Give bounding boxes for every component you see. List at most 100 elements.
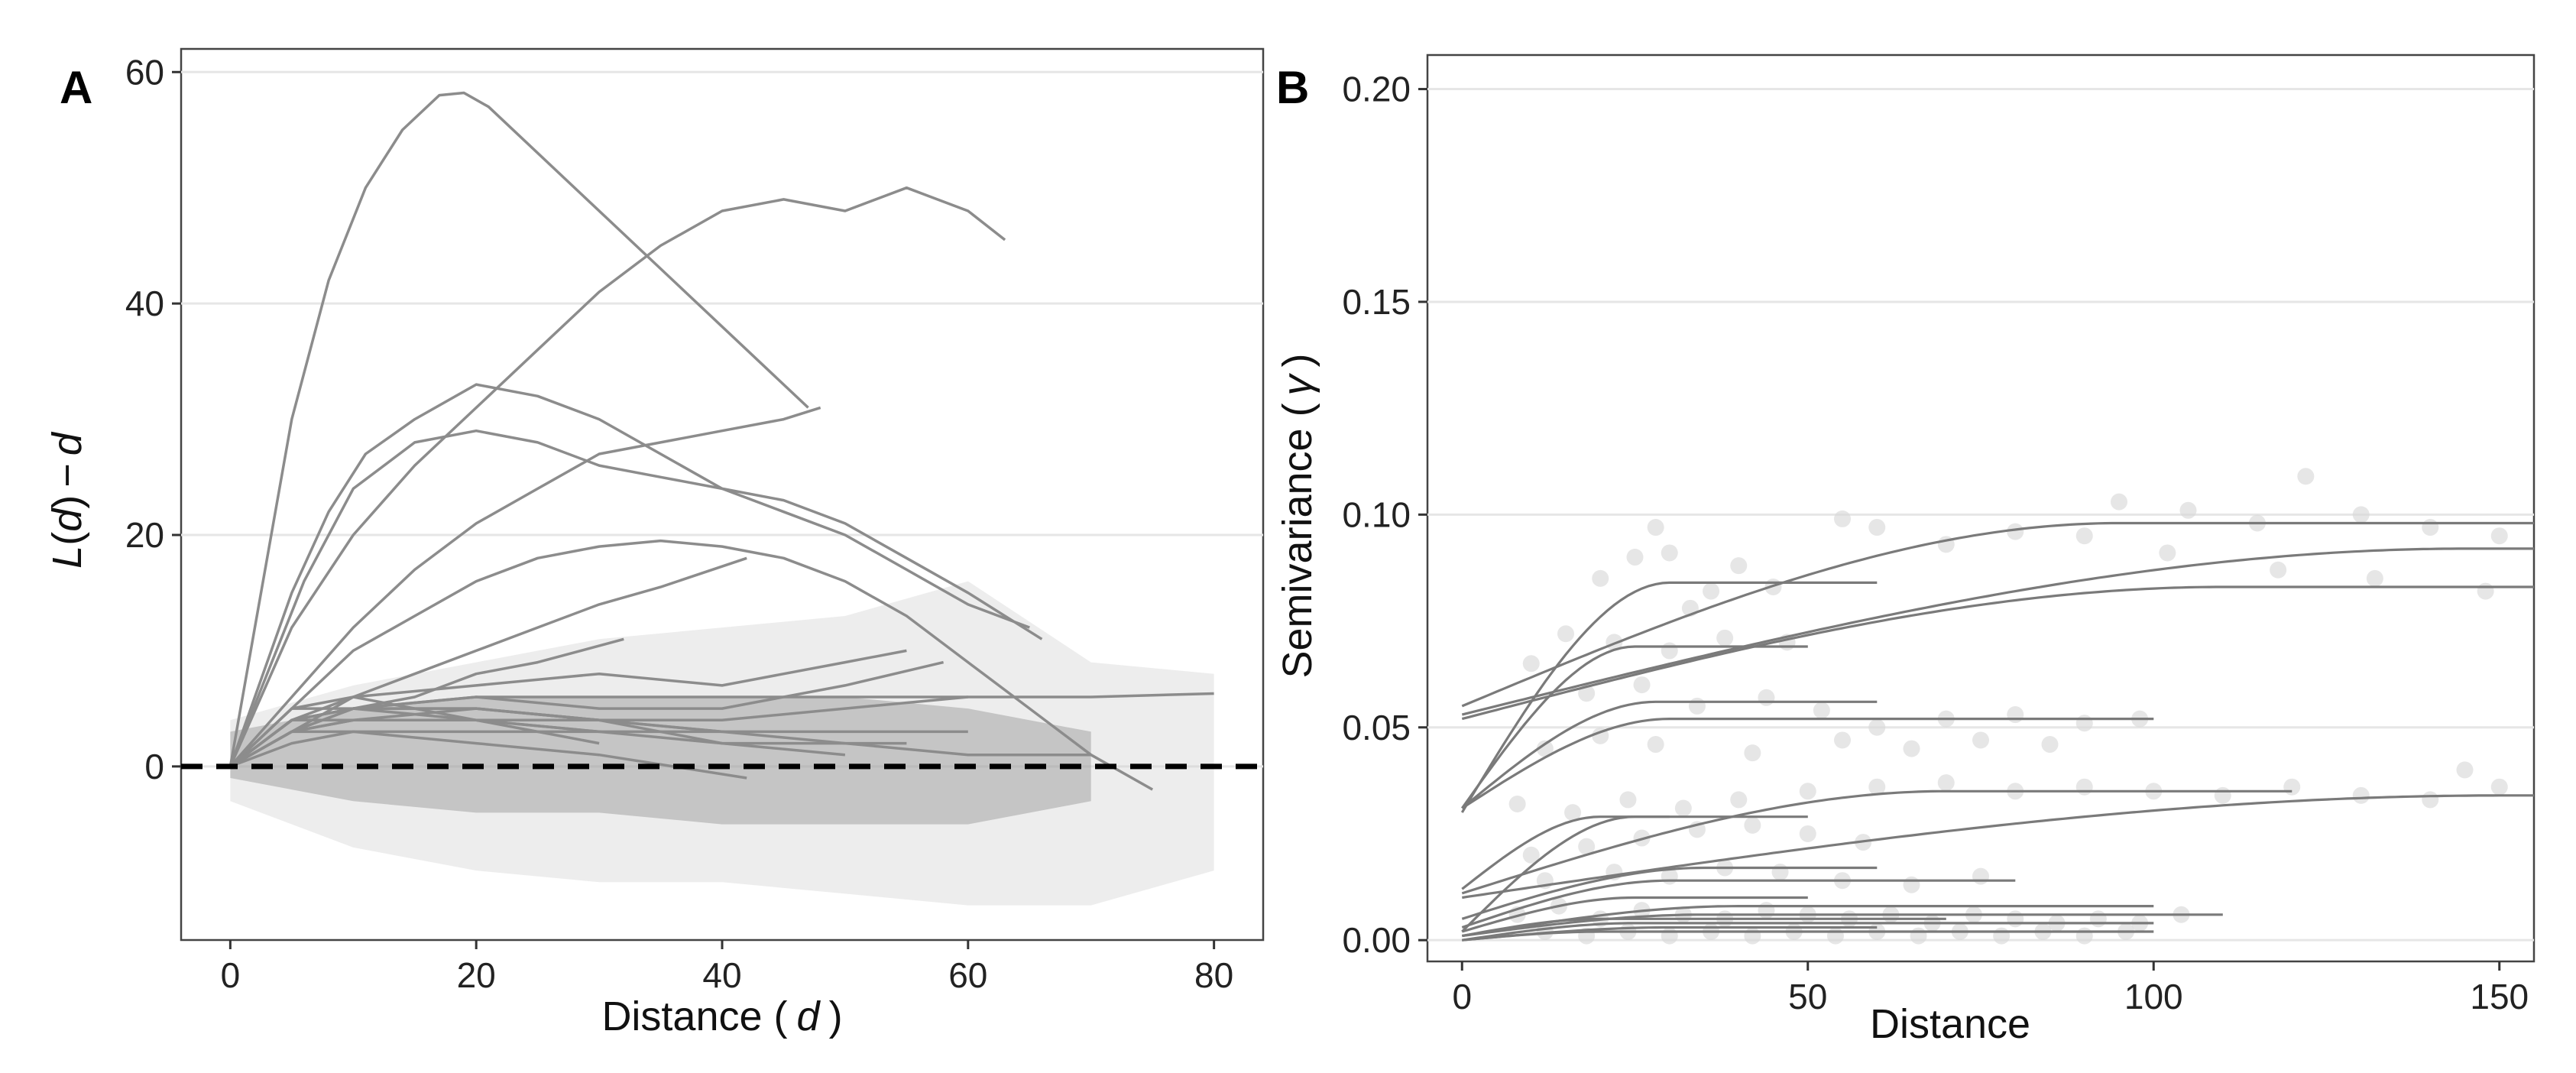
panel-b-empirical-point [1799, 825, 1816, 842]
panel-b-fitted-curves [1460, 521, 2534, 942]
panel-b-empirical-point [2270, 561, 2287, 579]
panel-a-ytick-label: 20 [125, 515, 164, 555]
panel-b-empirical-point [2075, 778, 2093, 796]
panel-b-xtick-label: 0 [1452, 977, 1472, 1016]
panel-b-empirical-point [1868, 718, 1886, 736]
panel-b-empirical-point [2159, 544, 2176, 562]
panel-b-empirical-point [1799, 783, 1816, 800]
panel-b-y-tick-labels: 0.00 0.05 0.10 0.15 0.20 [1342, 70, 1411, 961]
panel-b-empirical-point [1703, 582, 1720, 600]
panel-b-fitted-curve [1461, 789, 2292, 895]
panel-b-empirical-point [1716, 629, 1734, 647]
panel-a-series-line [229, 649, 907, 768]
panel-a-y-tick-labels: 0 20 40 60 [125, 52, 164, 786]
panel-b-x-axis-title: Distance [1870, 1001, 2030, 1047]
panel-b-letter: B [1276, 62, 1309, 113]
panel-b-fitted-curve [1461, 866, 1878, 920]
panel-a-series-line [229, 539, 1154, 791]
panel-a-series-line [229, 730, 747, 780]
panel-a-series-line [229, 730, 1091, 768]
panel-a-ylabel-open: ( [44, 532, 90, 546]
panel-b-empirical-point [2007, 706, 2024, 724]
panel-a-xtick-label: 0 [221, 955, 241, 995]
panel-a-series-line [228, 91, 809, 767]
panel-a-ylabel-var2: d [44, 431, 90, 455]
panel-b-empirical-point [2007, 910, 2024, 928]
panel-b-empirical-point [2422, 519, 2439, 536]
panel-b-empirical-point [2179, 501, 2197, 519]
panel-a-xtick-label: 40 [702, 955, 741, 995]
panel-b-fitted-curve [1461, 896, 1808, 933]
panel-a-axis-ticks [172, 70, 1216, 949]
panel-a-series-group [228, 91, 1214, 791]
panel-a-x-axis-title: Distance (d) [601, 994, 842, 1039]
panel-b-fitted-curve [1461, 717, 2154, 809]
panel-b-empirical-point [2075, 927, 2093, 945]
panel-b-fitted-curve [1460, 581, 1878, 813]
panel-b-empirical-point [1674, 799, 1692, 817]
panel-a-ylabel-close: ) [44, 495, 90, 509]
panel-b-xtick-label: 150 [2470, 977, 2529, 1016]
panel-a-letter: A [60, 62, 92, 113]
panel-b-empirical-point [1903, 876, 1920, 893]
panel-b-fitted-curve [1460, 645, 1808, 809]
panel-b-empirical-point [2490, 527, 2508, 545]
panel-b-empirical-point [1633, 676, 1651, 694]
panel-b-empirical-point [1868, 519, 1886, 536]
panel-b-empirical-point [1993, 927, 2011, 945]
panel-b-empirical-point [2477, 582, 2494, 600]
panel-a-xlabel-close: ) [829, 994, 843, 1039]
panel-a-ytick-label: 60 [125, 52, 164, 92]
panel-b-empirical-point [2089, 910, 2107, 928]
panel-b-xtick-label: 50 [1788, 977, 1827, 1016]
panel-b-empirical-point [1522, 655, 1540, 673]
panel-b-empirical-point [2007, 523, 2024, 540]
panel-b-empirical-point [1688, 697, 1706, 715]
panel-a-xtick-label: 80 [1194, 955, 1233, 995]
panel-b-empirical-point [1578, 685, 1596, 702]
panel-b-fitted-curve [1462, 917, 1946, 938]
panel-a-series-line [228, 383, 1043, 767]
panel-b-empirical-point [1826, 927, 1844, 945]
panel-b-empirical-point [1661, 927, 1678, 945]
panel-a-y-axis-title: L(d)−d [44, 431, 90, 569]
panel-a-envelope-inner [230, 697, 1091, 825]
panel-a-xtick-label: 20 [457, 955, 496, 995]
panel-b-empirical-point [2214, 786, 2231, 804]
panel-a-series-line [229, 406, 821, 768]
panel-b-y-axis-title: Semivariance ( γ) [1275, 353, 1320, 678]
panel-b-ylabel-main: Semivariance ( [1275, 403, 1320, 678]
panel-b-ytick-label: 0.00 [1342, 920, 1411, 960]
panel-b-empirical-point [1813, 702, 1830, 719]
panel-b-empirical-point [1508, 795, 1526, 812]
panel-b-empirical-point [1557, 625, 1574, 643]
panel-b-empirical-point [1647, 519, 1664, 536]
panel-a-xlabel-var: d [797, 994, 821, 1039]
panel-b-empirical-point [1771, 864, 1789, 881]
panel-b-empirical-point [1564, 804, 1582, 822]
panel-b-empirical-point [2075, 527, 2093, 545]
panel-b-empirical-point [2075, 715, 2093, 732]
panel-b-x-tick-labels: 0 50 100 150 [1452, 977, 2529, 1016]
panel-a-ytick-label: 0 [144, 747, 164, 786]
panel-b-xtick-label: 100 [2124, 977, 2183, 1016]
panel-b-ylabel-close: ) [1275, 353, 1320, 367]
panel-b-empirical-point [1744, 744, 1761, 762]
panel-b-ylabel-symbol: γ [1275, 372, 1320, 395]
panel-a-ylabel-var1: d [44, 507, 90, 532]
panel-b-axis-ticks [1418, 88, 2501, 971]
panel-b-empirical-point [1972, 731, 1989, 749]
panel-b-fitted-curve [1462, 930, 2154, 942]
panel-b-empirical-point [2422, 791, 2439, 809]
panel-b-ytick-label: 0.05 [1342, 708, 1411, 747]
panel-b-empirical-point [2297, 468, 2315, 485]
panel-b-empirical-point [1730, 557, 1748, 575]
panel-b-empirical-point [2456, 761, 2474, 779]
panel-b-empirical-point [2366, 569, 2383, 587]
panel-b-empirical-point [1647, 736, 1664, 754]
panel-b-fitted-curve [1461, 521, 2534, 708]
panel-b-empirical-point [2111, 493, 2127, 511]
panel-b-fitted-curve [1461, 585, 2534, 721]
panel-b-empirical-point [1626, 549, 1644, 566]
